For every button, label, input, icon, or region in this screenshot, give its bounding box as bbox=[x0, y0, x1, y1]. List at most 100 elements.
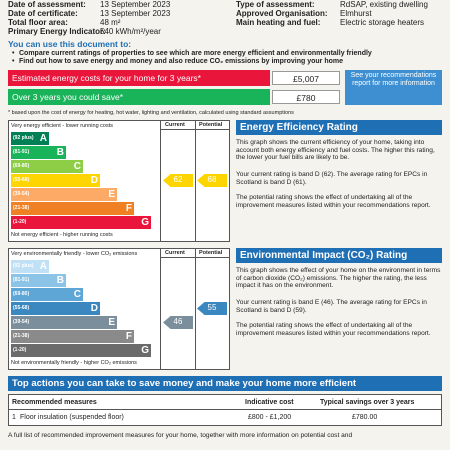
section-title: Energy Efficiency Rating bbox=[236, 120, 442, 135]
header-divider bbox=[160, 129, 230, 130]
band-letter: D bbox=[90, 303, 98, 314]
actions-footer: A full list of recommended improvement m… bbox=[8, 432, 353, 439]
band-letter: G bbox=[141, 345, 149, 356]
band-range: (1-20) bbox=[13, 347, 27, 353]
col-header: Potential bbox=[199, 122, 223, 128]
intro-heading: You can use this document to: bbox=[8, 39, 132, 49]
info-label: Approved Organisation: bbox=[236, 9, 328, 18]
info-label: Primary Energy Indicator: bbox=[8, 27, 106, 36]
band-letter: A bbox=[39, 261, 47, 272]
cost-label: Estimated energy costs for your home for… bbox=[8, 70, 270, 86]
section-title: Environmental Impact (CO₂) Rating bbox=[236, 248, 442, 263]
col-divider bbox=[195, 248, 196, 370]
info-value: 48 m² bbox=[100, 18, 121, 27]
rating-band: (81-91) B bbox=[11, 146, 66, 159]
info-label: Date of assessment: bbox=[8, 0, 86, 9]
band-range: (39-54) bbox=[13, 191, 30, 197]
band-letter: E bbox=[108, 189, 115, 200]
report-note: See your recommendations report for more… bbox=[345, 70, 442, 105]
band-range: (1-20) bbox=[13, 219, 27, 225]
rating-band: (1-20) G bbox=[11, 344, 151, 357]
section-paragraph: The potential rating shows the effect of… bbox=[236, 322, 431, 337]
band-letter: A bbox=[39, 133, 47, 144]
table-header: Indicative cost bbox=[245, 399, 294, 406]
section-paragraph: The potential rating shows the effect of… bbox=[236, 194, 431, 209]
band-range: (55-68) bbox=[13, 177, 30, 183]
info-label: Total floor area: bbox=[8, 18, 68, 27]
info-label: Main heating and fuel: bbox=[236, 18, 321, 27]
measure-name: Floor insulation (suspended floor) bbox=[20, 414, 124, 421]
band-range: (92 plus) bbox=[13, 135, 34, 141]
band-letter: C bbox=[73, 161, 81, 172]
info-value: Elmhurst bbox=[340, 9, 372, 18]
chart-bottom-label: Not environmentally friendly - higher CO… bbox=[11, 360, 137, 366]
section-paragraph: This graph shows the current efficiency … bbox=[236, 139, 435, 162]
col-divider bbox=[160, 248, 161, 370]
bullet-dot: • bbox=[12, 58, 15, 65]
band-letter: D bbox=[90, 175, 98, 186]
rating-arrow: 46 bbox=[163, 316, 193, 329]
section-paragraph: Your current rating is band D (62). The … bbox=[236, 171, 428, 186]
band-letter: F bbox=[125, 331, 132, 342]
chart-top-label: Very environmentally friendly - lower CO… bbox=[11, 251, 138, 257]
col-header: Current bbox=[165, 250, 185, 256]
rating-band: (55-68) D bbox=[11, 302, 100, 315]
band-letter: F bbox=[125, 203, 132, 214]
section-paragraph: Your current rating is band E (46). The … bbox=[236, 299, 427, 314]
col-divider bbox=[160, 120, 161, 242]
info-value: Electric storage heaters bbox=[340, 18, 425, 27]
rating-arrow: 62 bbox=[163, 174, 193, 187]
band-range: (92 plus) bbox=[13, 263, 34, 269]
band-range: (55-68) bbox=[13, 305, 30, 311]
band-letter: C bbox=[73, 289, 81, 300]
rating-arrow: 55 bbox=[197, 302, 227, 315]
band-range: (81-91) bbox=[13, 277, 30, 283]
info-label: Date of certificate: bbox=[8, 9, 78, 18]
band-range: (39-54) bbox=[13, 319, 30, 325]
band-range: (21-38) bbox=[13, 333, 30, 339]
info-value: 540 kWh/m²/year bbox=[100, 27, 161, 36]
measure-saving: £780.00 bbox=[352, 414, 378, 421]
chart-bottom-label: Not energy efficient - higher running co… bbox=[11, 232, 113, 238]
chart-top-label: Very energy efficient - lower running co… bbox=[11, 123, 114, 129]
band-letter: G bbox=[141, 217, 149, 228]
rating-band: (1-20) G bbox=[11, 216, 151, 229]
rating-band: (55-68) D bbox=[11, 174, 100, 187]
cost-value: £780 bbox=[272, 90, 340, 104]
actions-table bbox=[8, 394, 442, 426]
bullet-text: Compare current ratings of properties to… bbox=[19, 50, 372, 57]
rating-band: (92 plus) A bbox=[11, 132, 49, 145]
info-value: RdSAP, existing dwelling bbox=[340, 0, 428, 9]
measure-cost: £800 - £1,200 bbox=[248, 414, 292, 421]
band-letter: E bbox=[108, 317, 115, 328]
bullet-dot: • bbox=[12, 50, 15, 57]
header-divider bbox=[160, 257, 230, 258]
col-header: Current bbox=[165, 122, 185, 128]
cost-value: £5,007 bbox=[272, 71, 340, 85]
rating-band: (69-80) C bbox=[11, 288, 83, 301]
band-range: (81-91) bbox=[13, 149, 30, 155]
cost-label: Over 3 years you could save* bbox=[8, 89, 270, 105]
rating-band: (21-38) F bbox=[11, 202, 134, 215]
actions-title: Top actions you can take to save money a… bbox=[8, 376, 442, 391]
info-value: 13 September 2023 bbox=[100, 9, 171, 18]
band-range: (69-80) bbox=[13, 291, 30, 297]
band-range: (21-38) bbox=[13, 205, 30, 211]
rating-band: (21-38) F bbox=[11, 330, 134, 343]
rating-band: (39-54) E bbox=[11, 316, 117, 329]
rating-band: (69-80) C bbox=[11, 160, 83, 173]
table-header: Typical savings over 3 years bbox=[320, 399, 415, 406]
cost-footnote: * based upon the cost of energy for heat… bbox=[8, 110, 294, 116]
row-divider bbox=[8, 409, 442, 410]
rating-band: (92 plus) A bbox=[11, 260, 49, 273]
band-letter: B bbox=[56, 147, 64, 158]
rating-band: (81-91) B bbox=[11, 274, 66, 287]
band-letter: B bbox=[56, 275, 64, 286]
col-header: Potential bbox=[199, 250, 223, 256]
info-label: Type of assessment: bbox=[236, 0, 315, 9]
rating-band: (39-54) E bbox=[11, 188, 117, 201]
table-header: Recommended measures bbox=[12, 399, 97, 406]
rating-arrow: 68 bbox=[197, 174, 227, 187]
bullet-text: Find out how to save energy and money an… bbox=[19, 58, 344, 65]
